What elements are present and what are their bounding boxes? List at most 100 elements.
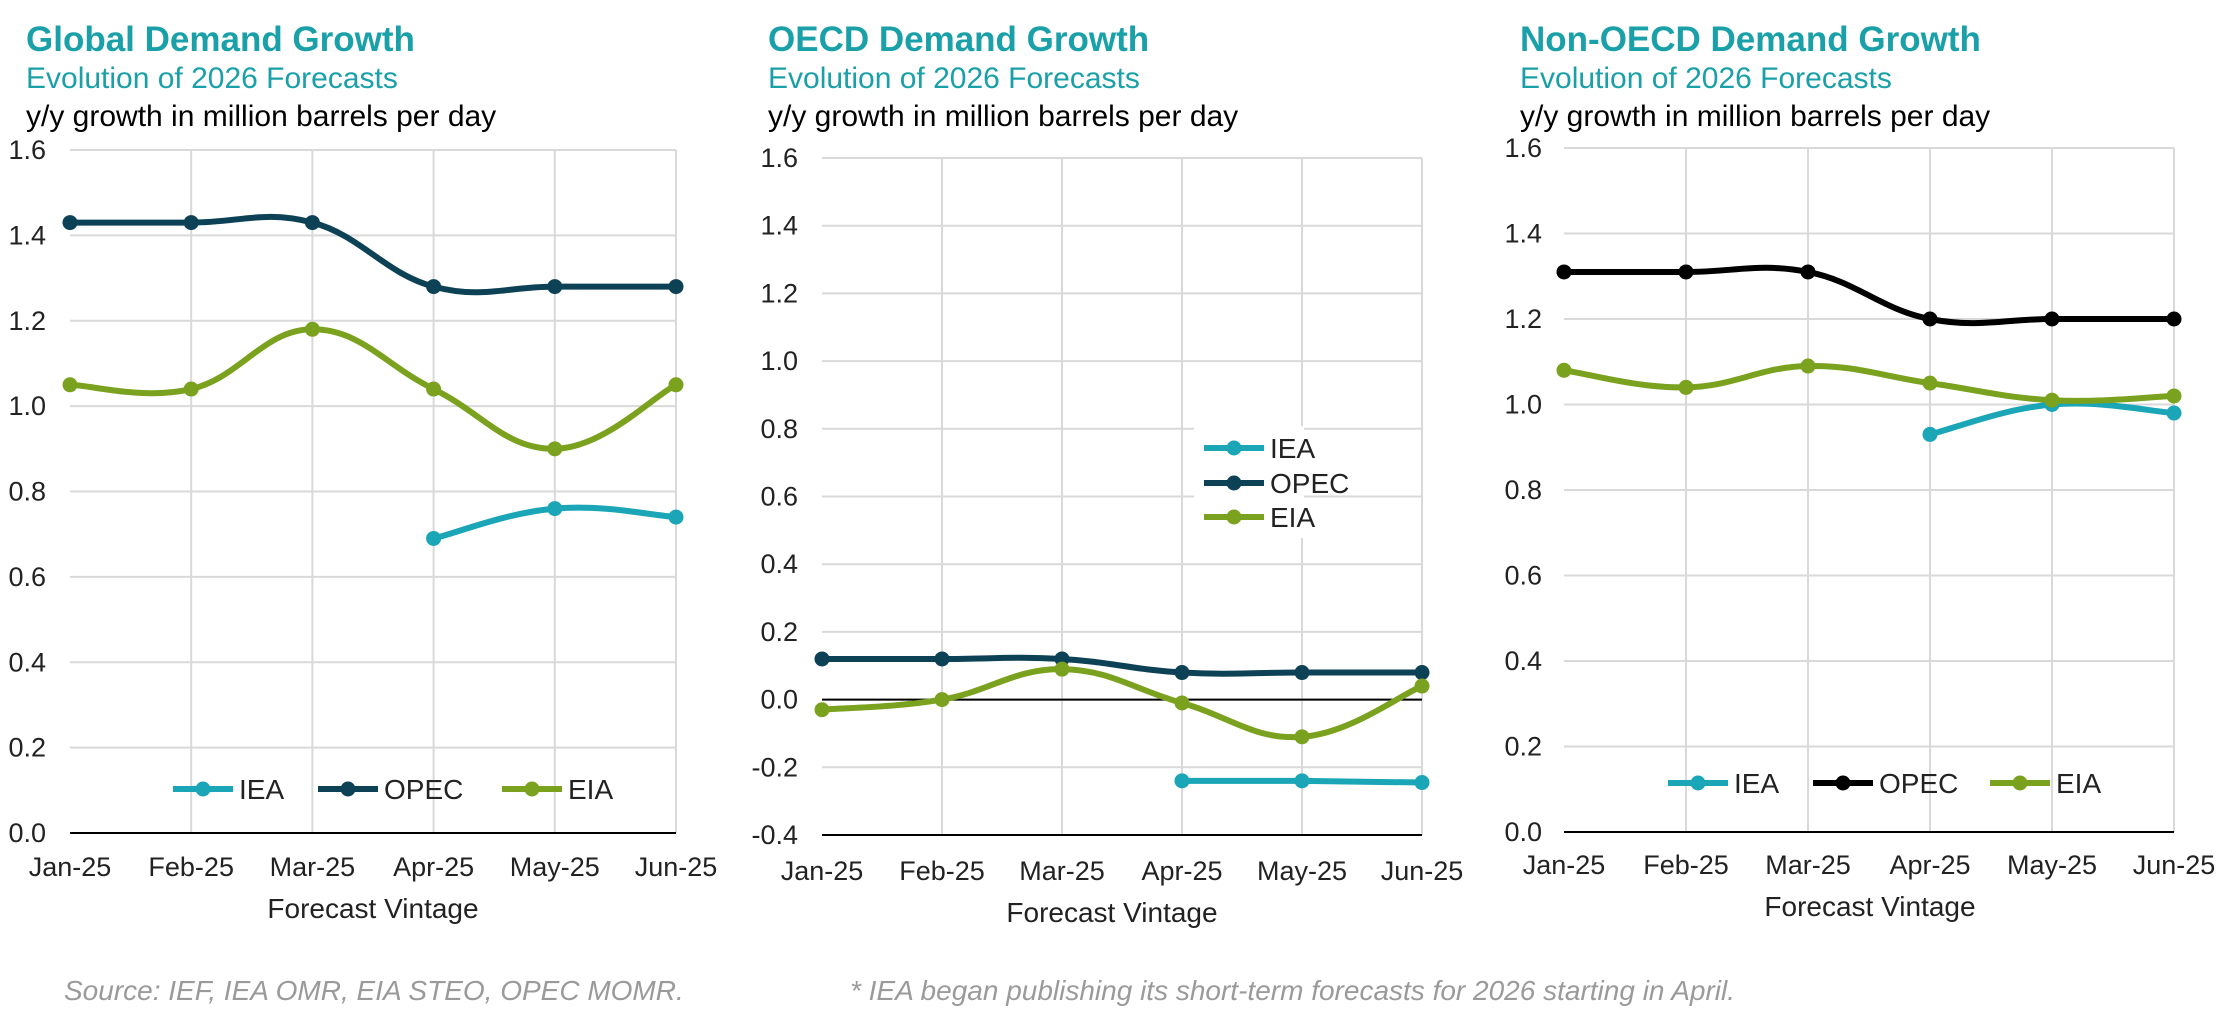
legend-label-opec: OPEC <box>1879 768 1958 799</box>
data-point-iea <box>1174 773 1190 789</box>
y-tick-label: 0.0 <box>1504 817 1542 847</box>
y-tick-label: 0.8 <box>8 477 46 507</box>
y-tick-label: 0.0 <box>760 685 798 715</box>
x-tick-label: Apr-25 <box>1889 850 1970 880</box>
chart-panel-global: Global Demand Growth Evolution of 2026 F… <box>0 0 740 940</box>
y-tick-label: 0.4 <box>1504 646 1542 676</box>
data-point-eia <box>2044 392 2060 408</box>
y-tick-label: 0.2 <box>1504 732 1542 762</box>
data-point-eia <box>1922 375 1938 391</box>
y-tick-label: 1.6 <box>8 135 46 165</box>
data-point-opec <box>2044 311 2060 327</box>
data-point-eia <box>668 377 684 393</box>
x-tick-label: Jun-25 <box>635 852 718 882</box>
chart-title: Non-OECD Demand Growth <box>1520 20 1981 59</box>
x-tick-label: Feb-25 <box>148 852 234 882</box>
data-point-eia <box>304 321 320 337</box>
legend-label-eia: EIA <box>2056 768 2101 799</box>
data-point-eia <box>2166 388 2182 404</box>
legend-marker-eia <box>2012 775 2028 791</box>
legend-label-eia: EIA <box>568 774 613 805</box>
legend-label-opec: OPEC <box>1270 468 1349 499</box>
data-point-eia <box>934 692 950 708</box>
legend-marker-eia <box>1226 509 1242 525</box>
data-point-opec <box>668 279 684 295</box>
data-point-eia <box>1556 362 1572 378</box>
y-tick-label: 1.0 <box>8 391 46 421</box>
y-tick-label: 1.2 <box>760 278 798 308</box>
legend-label-iea: IEA <box>1734 768 1779 799</box>
series-line-eia <box>819 666 1425 741</box>
x-tick-label: Mar-25 <box>1019 856 1105 886</box>
y-tick-label: 0.6 <box>8 562 46 592</box>
legend-marker-opec <box>1226 475 1242 491</box>
data-point-opec <box>934 651 950 667</box>
chart-panel-oecd: OECD Demand Growth Evolution of 2026 For… <box>740 0 1480 940</box>
iea-footnote: * IEA began publishing its short-term fo… <box>850 975 1736 1006</box>
series-line-eia <box>67 326 679 452</box>
data-point-iea <box>426 530 442 546</box>
chart-title: Global Demand Growth <box>26 20 415 59</box>
data-point-opec <box>1414 665 1430 681</box>
data-point-opec <box>1174 665 1190 681</box>
non-oecd-demand-chart: 0.0 0.2 0.4 0.6 0.8 1.0 1.2 1.4 1.6 Jan-25 Feb-25 M… <box>1504 133 2216 922</box>
data-point-opec <box>183 215 199 231</box>
x-tick-label: May-25 <box>1257 856 1347 886</box>
y-tick-label: -0.4 <box>751 820 798 850</box>
data-point-iea <box>1414 775 1430 791</box>
data-point-opec <box>1294 665 1310 681</box>
chart-y-unit: y/y growth in million barrels per day <box>26 100 497 133</box>
series-line-opec <box>1561 264 2177 327</box>
x-tick-label: Mar-25 <box>270 852 356 882</box>
data-point-opec <box>62 215 78 231</box>
data-point-eia <box>183 381 199 397</box>
chart-subtitle: Evolution of 2026 Forecasts <box>26 62 398 95</box>
legend-marker-iea <box>1226 440 1242 456</box>
x-tick-label: Apr-25 <box>1141 856 1222 886</box>
legend-marker-eia <box>524 781 540 797</box>
data-point-eia <box>426 381 442 397</box>
data-point-opec <box>304 215 320 231</box>
y-tick-label: 0.2 <box>760 617 798 647</box>
y-tick-label: 1.4 <box>8 220 46 250</box>
x-tick-label: Feb-25 <box>1643 850 1729 880</box>
series-line-opec <box>67 213 679 296</box>
data-point-eia <box>814 702 830 718</box>
series-line-opec <box>819 654 1425 677</box>
chart-y-unit: y/y growth in million barrels per day <box>768 100 1239 133</box>
legend-label-iea: IEA <box>1270 433 1315 464</box>
x-tick-label: Apr-25 <box>393 852 474 882</box>
legend-marker-iea <box>195 781 211 797</box>
chart-subtitle: Evolution of 2026 Forecasts <box>1520 62 1892 95</box>
data-point-opec <box>1678 264 1694 280</box>
y-tick-label: 0.6 <box>1504 561 1542 591</box>
chart-title: OECD Demand Growth <box>768 20 1150 59</box>
y-tick-label: 1.0 <box>1504 390 1542 420</box>
x-tick-label: Jan-25 <box>1523 850 1606 880</box>
series-line-eia <box>1561 363 2177 404</box>
x-tick-label: May-25 <box>510 852 600 882</box>
legend-marker-opec <box>340 781 356 797</box>
y-tick-label: 1.2 <box>1504 304 1542 334</box>
x-axis-title: Forecast Vintage <box>1006 897 1217 928</box>
data-point-eia <box>1414 678 1430 694</box>
y-tick-label: 1.0 <box>760 346 798 376</box>
x-tick-label: Feb-25 <box>899 856 985 886</box>
y-tick-label: 1.2 <box>8 306 46 336</box>
data-point-eia <box>1678 379 1694 395</box>
y-tick-label: 0.8 <box>760 414 798 444</box>
y-tick-label: 1.4 <box>1504 219 1542 249</box>
source-note: Source: IEF, IEA OMR, EIA STEO, OPEC MOM… <box>64 975 684 1006</box>
legend-label-eia: EIA <box>1270 502 1315 533</box>
x-axis-title: Forecast Vintage <box>267 893 478 924</box>
data-point-eia <box>1800 358 1816 374</box>
y-tick-label: 0.0 <box>8 818 46 848</box>
x-tick-label: Jun-25 <box>2133 850 2216 880</box>
legend-label-iea: IEA <box>239 774 284 805</box>
chart-y-unit: y/y growth in million barrels per day <box>1520 100 1991 133</box>
y-tick-label: 0.6 <box>760 482 798 512</box>
y-tick-label: 1.6 <box>760 143 798 173</box>
x-axis-title: Forecast Vintage <box>1764 891 1975 922</box>
x-tick-label: Jan-25 <box>781 856 864 886</box>
data-point-opec <box>426 279 442 295</box>
